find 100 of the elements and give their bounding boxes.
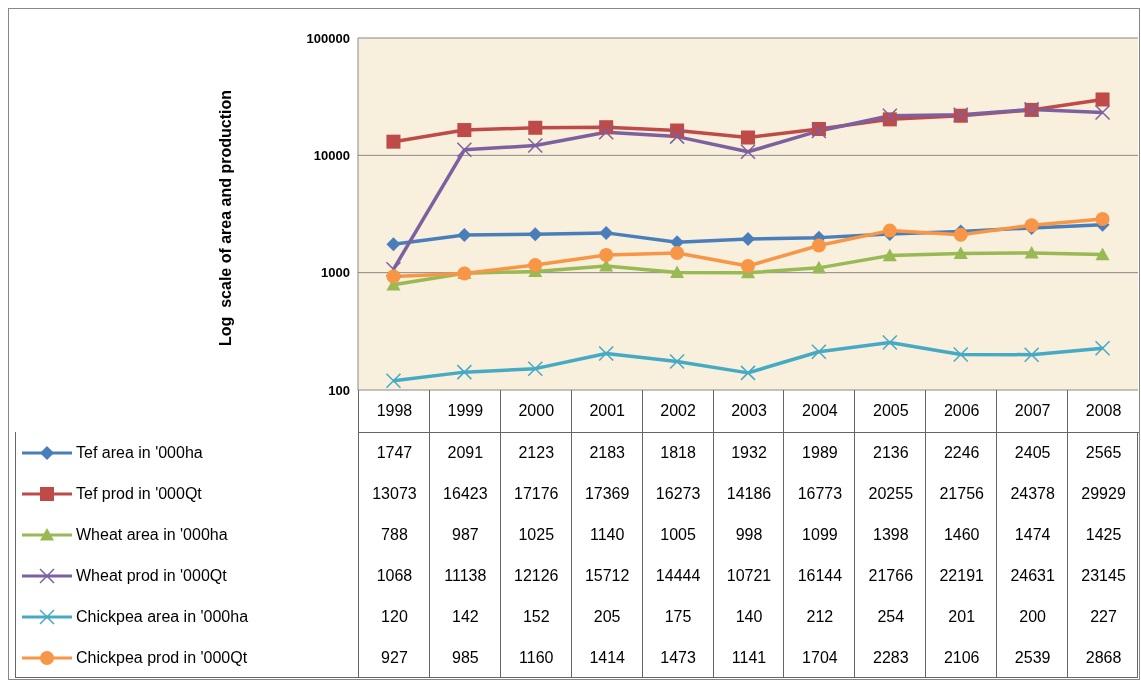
data-label: 12126 <box>499 555 572 596</box>
y-tick-label: 1000 <box>321 265 350 281</box>
x-tick-label: 2000 <box>499 390 572 433</box>
x-tick-label: 2007 <box>996 390 1069 433</box>
data-label: 1140 <box>570 514 643 555</box>
data-label: 1414 <box>570 637 643 678</box>
point <box>598 124 614 141</box>
data-label: 2405 <box>996 432 1069 473</box>
point <box>1094 104 1111 121</box>
point <box>952 346 969 363</box>
point <box>385 372 402 389</box>
y-axis-title: Log scale of area and production <box>217 89 235 347</box>
x-tick-label: 2003 <box>712 390 785 433</box>
x-tick-label: 1999 <box>428 390 501 433</box>
data-label: 17369 <box>570 473 643 514</box>
point <box>527 137 544 154</box>
point <box>669 128 685 145</box>
data-label: 24378 <box>996 473 1069 514</box>
data-label: 140 <box>712 596 785 637</box>
data-label: 2183 <box>570 432 643 473</box>
data-label: 1704 <box>783 637 856 678</box>
data-label: 16273 <box>641 473 714 514</box>
data-label: 24631 <box>996 555 1069 596</box>
point <box>882 107 898 124</box>
point <box>741 258 755 273</box>
point <box>457 228 472 243</box>
point <box>811 343 827 360</box>
data-label: 1398 <box>854 514 927 555</box>
point <box>456 142 473 158</box>
data-label: 1989 <box>783 432 856 473</box>
data-label: 201 <box>925 596 998 637</box>
point <box>740 144 756 160</box>
x-tick-label: 2001 <box>570 390 643 433</box>
point <box>882 248 897 262</box>
point <box>953 246 968 259</box>
point <box>1094 340 1111 356</box>
data-label: 985 <box>428 637 501 678</box>
x-tick-label: 1998 <box>358 390 430 433</box>
point <box>811 260 826 274</box>
point <box>1095 92 1110 107</box>
point <box>528 120 543 135</box>
data-label: 16773 <box>783 473 856 514</box>
legend-label: Wheat prod in '000Qt <box>76 566 227 585</box>
data-label: 17176 <box>499 473 572 514</box>
data-label: 21756 <box>925 473 998 514</box>
x-tick-label: 2006 <box>925 390 998 433</box>
point <box>456 364 473 380</box>
point <box>528 258 543 273</box>
data-label: 1473 <box>641 637 714 678</box>
data-label: 15712 <box>570 555 643 596</box>
data-label: 1747 <box>358 432 430 473</box>
point <box>669 353 685 370</box>
point <box>811 238 826 253</box>
data-label: 212 <box>783 596 856 637</box>
data-label: 20255 <box>854 473 927 514</box>
data-label: 2246 <box>925 432 998 473</box>
legend-label: Chickpea area in '000ha <box>76 607 249 626</box>
x-tick-label: 2005 <box>854 390 927 433</box>
data-label: 14186 <box>712 473 785 514</box>
data-label: 1460 <box>925 514 998 555</box>
point <box>670 245 685 260</box>
data-label: 1099 <box>783 514 856 555</box>
data-label: 1068 <box>358 555 430 596</box>
data-label: 788 <box>358 514 430 555</box>
point <box>386 269 401 284</box>
data-label: 1818 <box>641 432 714 473</box>
legend-label: Tef prod in '000Qt <box>76 484 202 503</box>
data-label: 2106 <box>925 637 998 678</box>
data-label: 254 <box>854 596 927 637</box>
data-label: 152 <box>499 596 572 637</box>
data-label: 120 <box>358 596 430 637</box>
data-label: 927 <box>358 637 430 678</box>
y-tick-label: 10000 <box>313 147 350 163</box>
data-label: 1160 <box>499 637 572 678</box>
data-label: 1932 <box>712 432 785 473</box>
data-label: 227 <box>1067 596 1139 637</box>
point <box>740 365 756 381</box>
data-label: 21766 <box>854 555 927 596</box>
data-label: 2539 <box>996 637 1069 678</box>
data-label: 2283 <box>854 637 927 678</box>
legend-label: Chickpea prod in '000Qt <box>76 648 248 667</box>
data-label: 175 <box>641 596 714 637</box>
legend-label: Tef area in '000ha <box>76 443 203 462</box>
point <box>741 232 755 247</box>
data-label: 2123 <box>499 432 572 473</box>
x-tick-label: 2004 <box>783 390 856 433</box>
y-tick-label: 100 <box>328 382 350 398</box>
point <box>1095 211 1110 226</box>
point <box>528 227 543 242</box>
data-label: 16144 <box>783 555 856 596</box>
point <box>527 360 544 377</box>
point <box>457 123 472 138</box>
data-label: 14444 <box>641 555 714 596</box>
data-label: 998 <box>712 514 785 555</box>
point <box>599 225 614 240</box>
point <box>741 130 755 145</box>
x-tick-label: 2008 <box>1067 390 1139 433</box>
data-label: 200 <box>996 596 1069 637</box>
legend-label: Wheat area in '000ha <box>76 525 228 544</box>
data-label: 23145 <box>1067 555 1139 596</box>
